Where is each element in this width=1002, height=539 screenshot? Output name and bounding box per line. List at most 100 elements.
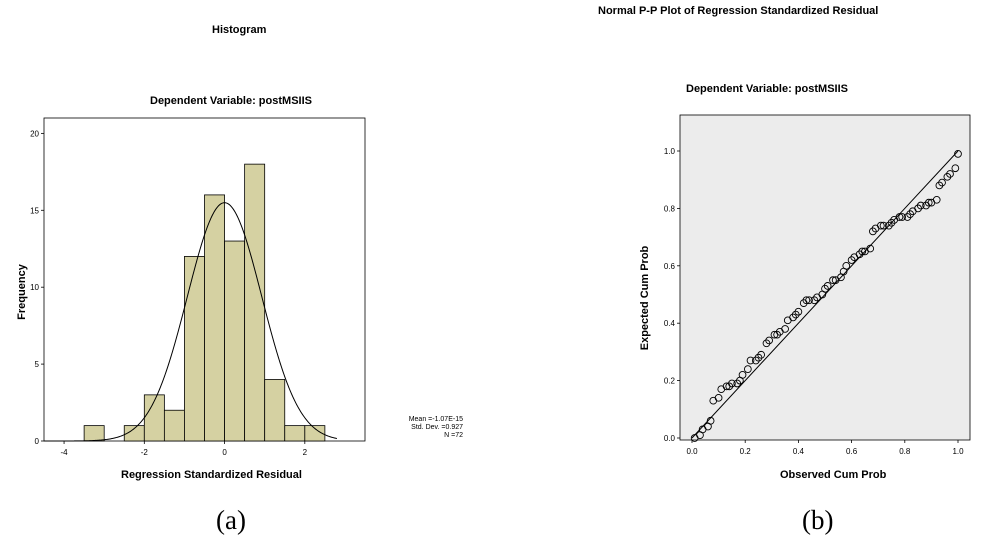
histogram-bar-9 (264, 379, 286, 442)
histogram-y-tick-label: 15 (30, 206, 39, 215)
pp-y-tick-label: 0.6 (664, 262, 676, 271)
histogram-y-tick-label: 20 (30, 129, 39, 138)
histogram-bar-7 (224, 240, 246, 442)
pp-point (813, 293, 821, 302)
pp-point (869, 227, 877, 236)
histogram-y-tick-label: 0 (35, 437, 40, 446)
pp-point (794, 307, 803, 316)
histogram-x-tick-label: 0 (222, 448, 227, 457)
histogram-bar-5 (184, 256, 205, 442)
stat-mean: Mean =-1.07E-15 (408, 416, 463, 423)
pp-point (935, 181, 944, 190)
pp-point (706, 416, 715, 425)
pp-point (704, 422, 712, 431)
pp-point (754, 353, 763, 362)
pp-point (946, 170, 954, 178)
pp-point (744, 365, 752, 373)
pp-point (821, 284, 829, 293)
pp-point (916, 201, 925, 210)
histogram-bar-3 (143, 394, 165, 442)
histogram-normal-curve (44, 202, 338, 442)
pp-point (914, 204, 922, 213)
pp-y-tick-label: 0.4 (664, 319, 676, 328)
histogram-y-tick-label: 5 (35, 360, 40, 369)
pp-point (805, 296, 813, 305)
pp-point (773, 330, 781, 339)
histogram-subtitle: Dependent Variable: postMSIIS (150, 95, 312, 107)
pp-point (877, 221, 885, 230)
pp-point (757, 350, 766, 359)
stat-n: N =72 (444, 432, 463, 439)
pp-point (802, 296, 811, 305)
pp-point (951, 164, 960, 173)
pp-point (938, 178, 946, 187)
histogram-y-tick-label: 10 (30, 283, 39, 292)
histogram-x-tick-label: 2 (303, 448, 308, 457)
pp-point (831, 276, 840, 285)
pp-plot-area (679, 114, 971, 441)
pp-point (762, 339, 771, 348)
pp-x-tick-label: 0.0 (686, 447, 698, 456)
histogram-stats-box: Mean =-1.07E-15 Std. Dev. =0.927 N =72 (373, 416, 463, 440)
pp-point (954, 150, 962, 158)
pp-point (927, 198, 936, 207)
pp-x-axis-title: Observed Cum Prob (780, 469, 887, 481)
pp-y-tick-label: 0.0 (664, 434, 676, 443)
histogram-plot-area (43, 117, 366, 442)
pp-y-tick-label: 1.0 (664, 147, 676, 156)
histogram-x-tick-label: -2 (141, 448, 149, 457)
pp-point (924, 198, 933, 207)
pp-point (908, 207, 917, 216)
pp-reference-line (691, 150, 959, 439)
pp-point (751, 356, 760, 365)
pp-y-tick-label: 0.2 (664, 377, 676, 386)
histogram-bar-0 (83, 425, 105, 442)
pp-point (791, 310, 800, 319)
pp-point (789, 313, 797, 322)
pp-point (887, 218, 896, 227)
pp-point (837, 273, 845, 282)
pp-point (690, 434, 699, 442)
pp-plot-subtitle: Dependent Variable: postMSIIS (686, 83, 848, 95)
pp-point (799, 299, 808, 307)
pp-point (932, 195, 941, 204)
pp-point (884, 221, 893, 230)
pp-point (746, 356, 755, 365)
pp-point (714, 393, 723, 402)
pp-x-tick-label: 1.0 (952, 447, 964, 456)
histogram-bar-8 (244, 163, 266, 442)
pp-point (895, 213, 904, 221)
stat-std-dev: Std. Dev. =0.927 (411, 424, 463, 431)
pp-point (903, 213, 912, 221)
pp-point (823, 282, 832, 290)
histogram-bar-6 (204, 194, 225, 442)
pp-point (725, 382, 734, 391)
histogram-bar-2 (123, 425, 145, 442)
histogram-bar-4 (163, 409, 185, 442)
pp-point (783, 316, 792, 325)
histogram-y-axis-title: Frequency (16, 264, 28, 320)
pp-point (871, 224, 880, 233)
caption-a: (a) (216, 505, 246, 535)
pp-point (850, 253, 859, 262)
pp-x-tick-label: 0.6 (846, 447, 858, 456)
pp-x-tick-label: 0.8 (899, 447, 911, 456)
pp-point (855, 250, 864, 259)
pp-x-tick-label: 0.4 (793, 447, 805, 456)
pp-point (890, 216, 899, 224)
histogram-bar-11 (304, 425, 326, 442)
pp-point (765, 336, 773, 345)
pp-y-axis-title: Expected Cum Prob (639, 245, 651, 351)
pp-point (717, 385, 726, 394)
pp-point (810, 296, 819, 305)
pp-point (842, 261, 851, 270)
histogram-bar-10 (284, 425, 306, 442)
pp-point (858, 247, 867, 256)
pp-point (733, 379, 742, 388)
pp-point (736, 376, 744, 385)
pp-x-tick-label: 0.2 (740, 447, 752, 456)
pp-point (698, 425, 707, 434)
pp-point (829, 276, 837, 285)
pp-y-tick-label: 0.8 (664, 204, 676, 213)
